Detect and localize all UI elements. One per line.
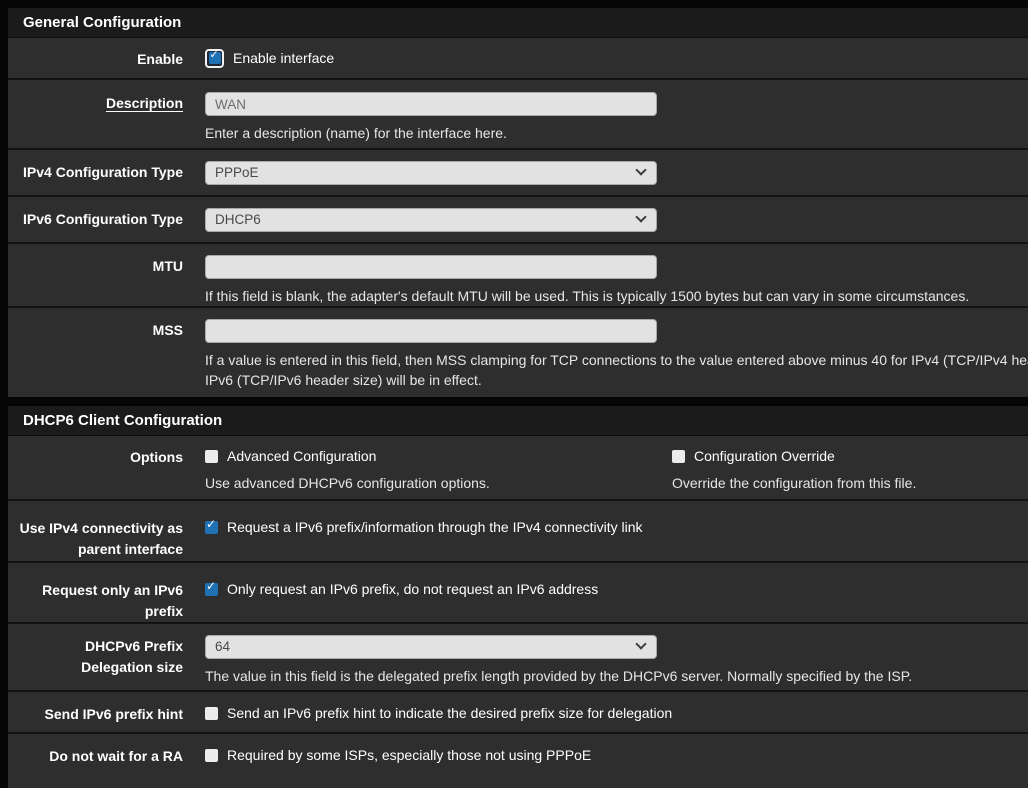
field-label-prefix-hint: Send IPv6 prefix hint (44, 706, 183, 722)
form-row-prefix-delegation-size: DHCPv6 Prefix Delegation size 64 The val… (8, 622, 1028, 690)
checkbox-label: Only request an IPv6 prefix, do not requ… (227, 581, 599, 597)
option-configuration-override: Configuration Override Override the conf… (672, 446, 1028, 493)
panel-general-configuration: General Configuration Enable Enable inte… (8, 8, 1028, 397)
checkbox-icon[interactable] (205, 517, 218, 534)
checkbox-label: Advanced Configuration (227, 448, 377, 464)
form-row-ipv6-configuration-type: IPv6 Configuration Type DHCP6 (8, 195, 1028, 242)
checkbox-label: Required by some ISPs, especially those … (227, 747, 592, 763)
mss-input[interactable] (205, 319, 657, 343)
checkbox-icon[interactable] (208, 48, 221, 64)
enable-interface-checkbox[interactable]: Enable interface (205, 48, 1028, 68)
checkbox-label: Request a IPv6 prefix/information throug… (227, 519, 643, 535)
send-prefix-hint-checkbox[interactable]: Send an IPv6 prefix hint to indicate the… (205, 703, 1028, 723)
checkbox-label: Enable interface (233, 50, 335, 66)
panel-dhcp6-client-configuration: DHCP6 Client Configuration Options Advan… (8, 406, 1028, 788)
description-help: Enter a description (name) for the inter… (205, 125, 507, 141)
do-not-wait-ra-checkbox[interactable]: Required by some ISPs, especially those … (205, 745, 1028, 765)
field-label-mtu: MTU (152, 258, 183, 274)
checkbox-label: Send an IPv6 prefix hint to indicate the… (227, 705, 673, 721)
checkbox-focus-ring (205, 48, 224, 68)
select-value: PPPoE (215, 165, 259, 180)
field-label-ipv4-parent: Use IPv4 connectivity as parent interfac… (19, 520, 183, 557)
request-ipv6-through-ipv4-checkbox[interactable]: Request a IPv6 prefix/information throug… (205, 517, 1028, 537)
checkbox-label: Configuration Override (694, 448, 835, 464)
field-label-request-only-prefix: Request only an IPv6 prefix (42, 582, 183, 619)
panel-title: DHCP6 Client Configuration (8, 406, 1028, 435)
panel-title: General Configuration (8, 8, 1028, 37)
checkbox-icon[interactable] (205, 748, 218, 762)
mtu-input[interactable] (205, 255, 657, 279)
mtu-help: If this field is blank, the adapter's de… (205, 288, 970, 304)
field-label-description: Description (105, 95, 183, 111)
checkbox-icon[interactable] (205, 449, 218, 463)
form-row-options: Options Advanced Configuration Use advan… (8, 435, 1028, 499)
form-row-request-only-ipv6-prefix: Request only an IPv6 prefix Only request… (8, 561, 1028, 622)
form-row-mtu: MTU If this field is blank, the adapter'… (8, 242, 1028, 306)
checkbox-icon[interactable] (672, 449, 685, 463)
form-row-ipv4-parent-interface: Use IPv4 connectivity as parent interfac… (8, 499, 1028, 561)
option-advanced-configuration: Advanced Configuration Use advanced DHCP… (205, 446, 672, 493)
field-label-mss: MSS (152, 322, 183, 338)
form-row-description: Description Enter a description (name) f… (8, 78, 1028, 148)
field-label-ipv4-type: IPv4 Configuration Type (23, 164, 183, 180)
select-value: DHCP6 (215, 212, 261, 227)
form-row-ipv4-configuration-type: IPv4 Configuration Type PPPoE (8, 148, 1028, 195)
form-row-mss: MSS If a value is entered in this field,… (8, 306, 1028, 397)
field-label-pd-size: DHCPv6 Prefix Delegation size (81, 638, 183, 675)
form-row-enable: Enable Enable interface (8, 37, 1028, 78)
chevron-down-icon (635, 211, 647, 223)
field-label-ipv6-type: IPv6 Configuration Type (23, 211, 183, 227)
field-label-no-ra: Do not wait for a RA (49, 748, 183, 764)
advanced-configuration-checkbox[interactable]: Advanced Configuration (205, 446, 672, 466)
field-label-enable: Enable (137, 51, 183, 67)
ipv6-configuration-type-select[interactable]: DHCP6 (205, 208, 657, 232)
form-row-send-prefix-hint: Send IPv6 prefix hint Send an IPv6 prefi… (8, 690, 1028, 732)
checkbox-icon[interactable] (205, 579, 218, 596)
select-value: 64 (215, 639, 231, 654)
mss-help: If a value is entered in this field, the… (205, 352, 1028, 388)
field-label-options: Options (130, 449, 183, 465)
checkbox-icon[interactable] (205, 706, 218, 720)
chevron-down-icon (635, 164, 647, 176)
form-row-do-not-wait-ra: Do not wait for a RA Required by some IS… (8, 732, 1028, 788)
only-request-prefix-checkbox[interactable]: Only request an IPv6 prefix, do not requ… (205, 579, 1028, 599)
pd-size-help: The value in this field is the delegated… (205, 668, 913, 684)
advanced-configuration-help: Use advanced DHCPv6 configuration option… (205, 475, 490, 491)
prefix-delegation-size-select[interactable]: 64 (205, 635, 657, 659)
configuration-override-checkbox[interactable]: Configuration Override (672, 446, 1028, 466)
configuration-override-help: Override the configuration from this fil… (672, 475, 917, 491)
ipv4-configuration-type-select[interactable]: PPPoE (205, 161, 657, 185)
chevron-down-icon (635, 638, 647, 650)
description-input[interactable] (205, 92, 657, 116)
